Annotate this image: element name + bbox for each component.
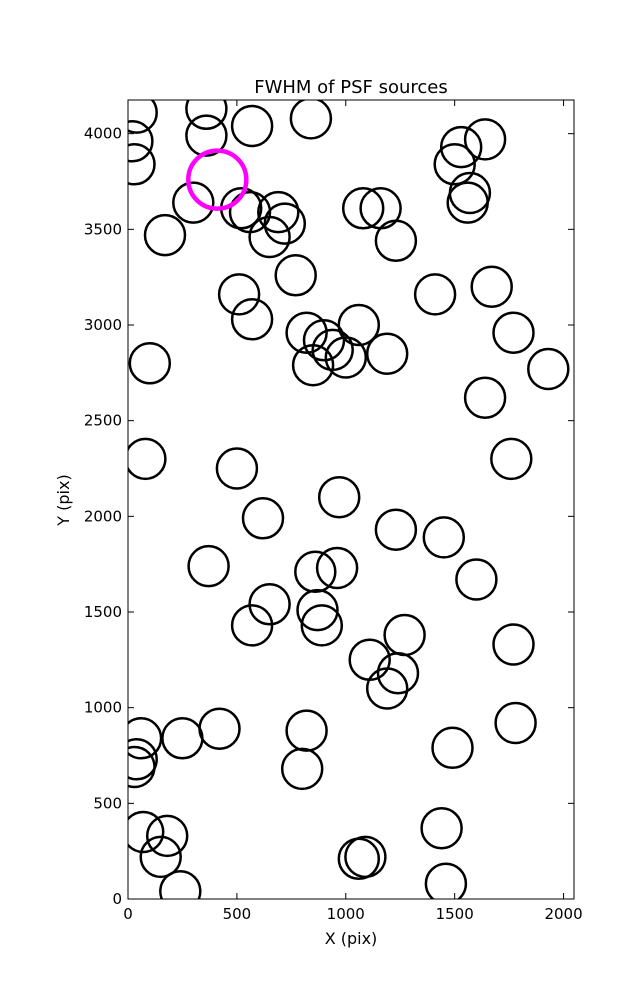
psf-source-marker: [280, 747, 324, 791]
psf-source-marker: [413, 273, 457, 316]
psf-source-marker: [241, 497, 285, 540]
psf-source-marker: [374, 219, 418, 263]
psf-source-marker: [344, 835, 387, 879]
psf-source-marker: [296, 588, 339, 632]
psf-source-marker: [439, 125, 483, 169]
psf-source-marker: [128, 120, 154, 163]
psf-source-marker: [494, 701, 537, 745]
y-tick-label: 3500: [84, 220, 122, 238]
plot-frame: [127, 99, 575, 900]
psf-source-marker: [198, 707, 241, 750]
psf-source-marker: [492, 623, 535, 666]
psf-source-marker: [215, 447, 259, 490]
psf-source-marker: [420, 806, 463, 850]
psf-source-marker: [230, 104, 274, 148]
psf-source-marker: [139, 835, 182, 879]
psf-source-marker: [492, 311, 535, 354]
psf-source-marker: [159, 870, 202, 899]
psf-source-marker: [341, 187, 385, 230]
x-tick-label: 0: [123, 905, 133, 923]
psf-source-marker: [374, 508, 418, 551]
psf-source-marker: [470, 265, 513, 308]
psf-source-marker: [185, 100, 228, 131]
y-axis-label: Y (pix): [54, 474, 73, 526]
y-tick-label: 4000: [84, 125, 122, 143]
chart-title: FWHM of PSF sources: [254, 77, 448, 98]
psf-source-marker: [128, 717, 163, 760]
psf-source-marker: [185, 114, 228, 157]
psf-source-marker: [302, 319, 346, 362]
psf-source-marker: [230, 604, 274, 647]
psf-source-marker: [431, 726, 474, 770]
x-axis: 0 500 1000 1500 2000: [123, 100, 583, 923]
psf-source-marker: [257, 190, 300, 234]
psf-source-marker: [145, 814, 189, 858]
psf-source-marker: [463, 118, 507, 161]
y-tick-label: 1000: [84, 699, 122, 717]
psf-source-marker: [128, 745, 156, 789]
y-axis: 0 500 1000 1500 2000 2500 3000 3500 4000: [84, 125, 574, 908]
psf-source-marker: [359, 187, 402, 230]
psf-source-marker: [143, 213, 187, 257]
x-tick-label: 500: [223, 905, 252, 923]
psf-source-marker: [294, 550, 337, 594]
psf-source-marker: [289, 100, 333, 140]
psf-source-marker: [128, 143, 156, 186]
psf-source-marker: [285, 311, 328, 354]
x-tick-label: 2000: [544, 905, 582, 923]
psf-source-marker: [315, 546, 359, 590]
psf-source-marker: [365, 667, 409, 710]
psf-source-marker: [376, 651, 420, 695]
psf-source-marker: [187, 544, 230, 588]
y-tick-label: 2500: [84, 412, 122, 430]
psf-source-marker: [161, 717, 204, 760]
psf-source-marker: [128, 342, 172, 385]
x-tick-label: 1500: [436, 905, 474, 923]
y-tick-label: 1500: [84, 603, 122, 621]
psf-source-marker: [274, 254, 317, 297]
y-tick-label: 3000: [84, 316, 122, 334]
psf-source-marker: [424, 862, 468, 899]
psf-source-marker: [128, 738, 158, 781]
psf-source-marker: [217, 273, 261, 316]
psf-source-marker: [300, 604, 344, 647]
y-tick-label: 500: [93, 794, 122, 812]
psf-source-marker: [172, 181, 215, 224]
highlighted-source-marker: [186, 148, 249, 211]
psf-source-marker: [263, 202, 307, 245]
psf-source-marker: [337, 303, 381, 347]
psf-source-marker: [128, 810, 165, 854]
plot-area: [128, 100, 570, 899]
psf-source-marker: [446, 181, 489, 224]
psf-source-marker: [455, 558, 498, 601]
psf-source-marker: [324, 336, 368, 379]
psf-source-marker: [291, 343, 335, 387]
psf-source-marker: [365, 332, 409, 375]
psf-source-marker: [128, 437, 167, 481]
x-axis-label: X (pix): [325, 929, 378, 948]
psf-source-marker: [527, 347, 570, 391]
psf-source-marker: [463, 376, 507, 419]
x-tick-label: 1000: [327, 905, 365, 923]
psf-source-marker: [490, 437, 533, 481]
psf-source-marker: [433, 143, 476, 186]
psf-source-marker: [128, 100, 158, 134]
psf-source-marker: [248, 215, 291, 259]
psf-source-marker: [230, 298, 274, 341]
psf-source-marker: [285, 709, 328, 752]
psf-source-marker: [422, 516, 466, 559]
psf-source-marker: [317, 475, 361, 519]
y-tick-label: 0: [112, 890, 122, 908]
psf-source-marker: [383, 613, 426, 657]
y-tick-label: 2000: [84, 507, 122, 525]
